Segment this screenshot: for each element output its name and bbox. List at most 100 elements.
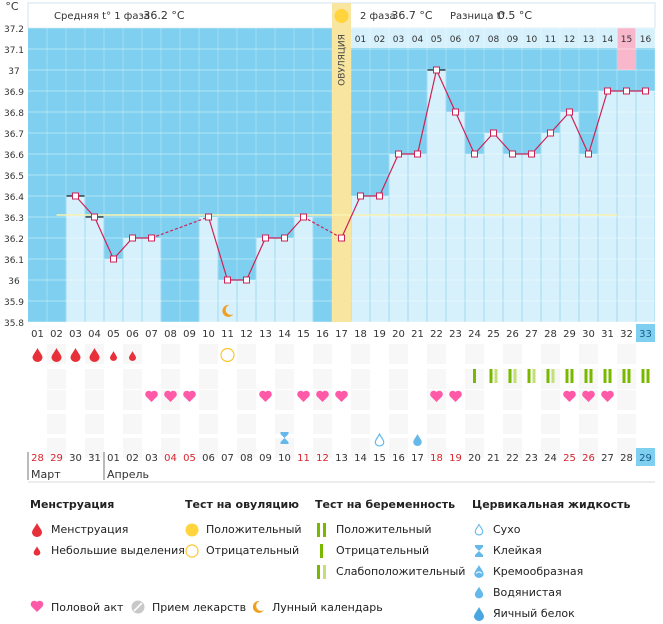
marker-cell: [256, 369, 275, 389]
pregnancy-bar-icon: [473, 369, 476, 383]
heart-icon: [335, 390, 348, 402]
calendar-date-label: 23: [525, 453, 538, 464]
calendar-date-label: 02: [126, 453, 139, 464]
marker-cell: [28, 414, 47, 434]
legend-item-preg-weak: Слабоположительный: [315, 561, 465, 582]
single-bar-icon: [315, 543, 329, 558]
temperature-point: [490, 129, 497, 137]
calendar-date-label: 13: [335, 453, 348, 464]
marker-cell: [104, 414, 123, 434]
marker-cell: [503, 369, 522, 389]
legend-item-ovul-negative: Отрицательный: [185, 540, 302, 561]
cycle-day-label: 26: [506, 329, 519, 340]
cycle-day-label: 08: [164, 329, 177, 340]
heart-icon: [183, 390, 196, 402]
phase2-day-label: 12: [564, 35, 575, 45]
cycle-day-label: 25: [487, 329, 500, 340]
y-tick-label: 36.4: [4, 193, 24, 203]
temperature-point: [338, 234, 345, 242]
cycle-day-label: 16: [316, 329, 329, 340]
marker-cell: [522, 390, 541, 410]
double-bar-icon: [315, 522, 329, 537]
marker-cell: [617, 390, 636, 410]
temperature-bar: [484, 133, 503, 322]
temperature-line-segment: [151, 216, 209, 239]
cycle-day-label: 17: [335, 329, 348, 340]
marker-cell: [579, 414, 598, 434]
marker-cell: [199, 390, 218, 410]
pregnancy-bar-icon: [570, 369, 574, 383]
phase1-value: 36.2 °C: [143, 9, 184, 22]
marker-cell: [617, 369, 636, 389]
egg-drop-icon: [472, 606, 486, 621]
cycle-day-label: 04: [88, 329, 101, 340]
phase2-day-label: 01: [355, 35, 366, 45]
temperature-bar: [294, 217, 313, 322]
marker-cell: [275, 390, 294, 410]
legend-item-watery: Водянистая: [472, 582, 630, 603]
cycle-day-label: 22: [430, 329, 443, 340]
heart-icon: [145, 390, 158, 402]
temperature-point: [452, 108, 459, 116]
marker-cell: [636, 390, 655, 410]
temperature-point: [604, 87, 611, 95]
hourglass-icon: [472, 544, 486, 558]
drop-icon: [30, 522, 44, 537]
y-tick-label: 36.3: [4, 214, 24, 224]
marker-cell: [541, 344, 560, 364]
calendar-date-label: 26: [582, 453, 595, 464]
marker-cell: [351, 344, 370, 364]
marker-cell: [503, 438, 522, 458]
marker-cell: [199, 414, 218, 434]
calendar-date-label: 18: [430, 453, 443, 464]
temperature-line-segment: [93, 216, 115, 260]
pregnancy-bar-icon: [532, 369, 536, 383]
menstruation-drop-icon: [32, 348, 43, 362]
cycle-day-label: 33: [639, 329, 652, 340]
legend-item-label: Яичный белок: [493, 607, 575, 620]
filled-circle-icon: [185, 523, 199, 537]
legend-ovulation: Тест на овуляцию Положительный Отрицател…: [185, 498, 302, 561]
heart-icon: [164, 390, 177, 402]
marker-cell: [484, 390, 503, 410]
marker-cell: [66, 414, 85, 434]
phase2-day-label: 11: [545, 35, 556, 45]
cycle-day-label: 29: [563, 329, 576, 340]
marker-cell: [237, 390, 256, 410]
temperature-line-segment: [303, 216, 342, 239]
calendar-date-label: 16: [392, 453, 405, 464]
hourglass-icon: [280, 432, 289, 444]
temperature-bar: [85, 217, 104, 322]
cycle-day-label: 21: [411, 329, 424, 340]
pregnancy-bar-icon: [513, 369, 517, 383]
marker-cell: [389, 390, 408, 410]
marker-cell: [161, 438, 180, 458]
marker-cell: [28, 369, 47, 389]
marker-cell: [446, 344, 465, 364]
calendar-date-label: 28: [31, 453, 44, 464]
pregnancy-bar-icon: [527, 369, 531, 383]
legend-item-label: Менструация: [51, 523, 129, 536]
cycle-day-label: 24: [468, 329, 481, 340]
phase2-day-row: [351, 28, 655, 48]
legend-item-label: Положительный: [336, 523, 432, 536]
cycle-day-label: 18: [354, 329, 367, 340]
marker-cell: [351, 438, 370, 458]
marker-cell: [408, 390, 427, 410]
marker-cell: [427, 438, 446, 458]
marker-cell: [104, 369, 123, 389]
calendar-date-label: 24: [544, 453, 557, 464]
marker-cell: [636, 369, 655, 389]
temperature-point: [129, 234, 136, 242]
cycle-day-label: 19: [373, 329, 386, 340]
calendar-date-label: 15: [373, 453, 386, 464]
cycle-day-label: 32: [620, 329, 633, 340]
marker-cell: [123, 369, 142, 389]
marker-cell: [275, 438, 294, 458]
marker-cell: [522, 438, 541, 458]
legend-item-eggwhite: Яичный белок: [472, 603, 630, 624]
temperature-line-segment: [207, 216, 229, 281]
marker-cell: [256, 438, 275, 458]
legend-item-creamy: Кремообразная: [472, 561, 630, 582]
marker-cell: [560, 369, 579, 389]
